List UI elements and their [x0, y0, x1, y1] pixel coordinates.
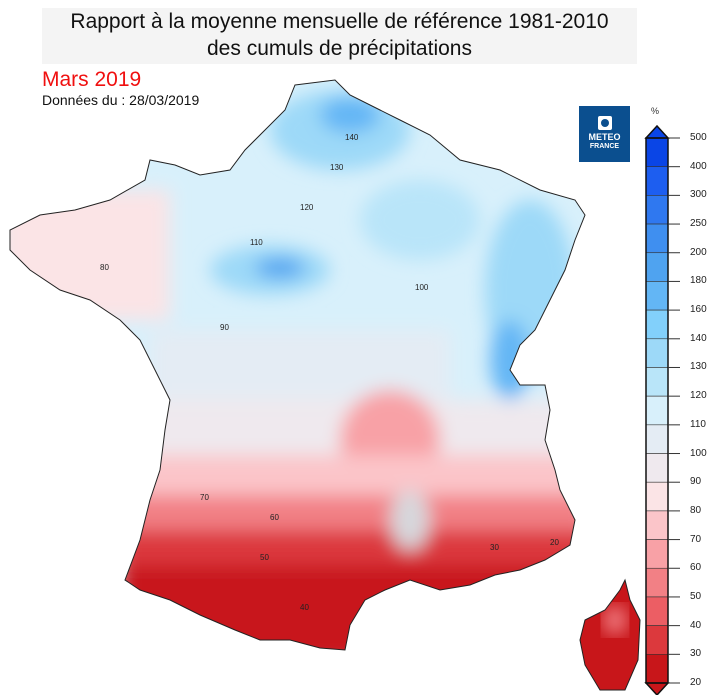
legend-colorbar	[644, 124, 680, 695]
legend-class-swatch	[645, 654, 669, 684]
contour-label: 50	[260, 553, 269, 562]
legend-tick-label: 250	[690, 218, 707, 230]
contour-label: 30	[490, 543, 499, 552]
legend-tick-label: 110	[690, 418, 706, 430]
legend-class-swatch	[645, 223, 669, 254]
legend-class-swatch	[645, 395, 669, 426]
legend-class-swatch	[645, 195, 669, 225]
legend-tick-label: 40	[690, 619, 702, 631]
contour-label: 70	[200, 493, 209, 502]
contour-label: 20	[550, 538, 559, 547]
legend-tick-label: 80	[690, 504, 702, 516]
legend-tick-label: 200	[690, 246, 707, 258]
legend-tick-label: 300	[690, 189, 707, 201]
legend-class-swatch	[645, 510, 669, 540]
logo-icon	[597, 116, 612, 130]
legend-tick-label: 400	[690, 160, 707, 172]
legend-class-swatch	[645, 281, 669, 311]
legend-class-swatch	[645, 596, 669, 626]
month-label: Mars 2019	[42, 68, 142, 91]
contour-label: 110	[250, 238, 263, 247]
logo-line-1: METEO	[588, 132, 621, 142]
legend-tick-label: 30	[690, 648, 702, 660]
legend-class-swatch	[645, 367, 669, 397]
legend-tick-label: 100	[690, 447, 707, 459]
legend-class-swatch	[645, 539, 669, 569]
legend-tick-label: 130	[690, 361, 707, 373]
legend-class-swatch	[645, 338, 669, 368]
map-title: Rapport à la moyenne mensuelle de référe…	[42, 8, 637, 64]
legend-tick-label: 160	[690, 304, 707, 316]
title-line-2: des cumuls de précipitations	[207, 37, 472, 60]
contour-label: 60	[270, 513, 279, 522]
legend-class-swatch	[645, 166, 669, 196]
legend-tick-label: 50	[690, 590, 702, 602]
legend-tick-label: 180	[690, 275, 707, 287]
legend-class-swatch	[645, 252, 669, 282]
meteo-france-logo: METEO FRANCE	[579, 106, 630, 162]
legend-tick-label: 120	[690, 390, 707, 402]
contour-label: 120	[300, 203, 314, 212]
legend-class-swatch	[645, 453, 669, 483]
legend-tick-label: 90	[690, 476, 702, 488]
contour-label: 100	[415, 283, 429, 292]
legend-unit: %	[651, 106, 660, 116]
contour-label: 90	[220, 323, 229, 332]
legend-class-swatch	[645, 481, 669, 512]
legend-tick-label: 500	[690, 132, 707, 143]
legend-class-swatch	[645, 625, 669, 655]
title-line-1: Rapport à la moyenne mensuelle de référe…	[70, 10, 609, 33]
legend-min-arrow	[644, 682, 670, 695]
legend-class-swatch	[645, 567, 669, 598]
legend-tick-label: 60	[690, 562, 702, 574]
legend-max-arrow	[644, 124, 670, 139]
legend-tick-label: 20	[690, 677, 702, 688]
legend-class-swatch	[645, 309, 669, 340]
legend-class-swatch	[645, 424, 669, 454]
contour-label: 140	[345, 133, 359, 142]
logo-line-2: FRANCE	[589, 143, 620, 150]
contour-label: 130	[330, 163, 344, 172]
contour-label: 40	[300, 603, 309, 612]
legend-class-swatch	[645, 137, 669, 167]
corsica-border	[579, 578, 641, 691]
legend-tick-label: 140	[690, 332, 707, 344]
legend-tick-label: 70	[690, 533, 702, 545]
data-date: Données du : 28/03/2019	[42, 92, 200, 108]
contour-label: 80	[100, 263, 109, 272]
